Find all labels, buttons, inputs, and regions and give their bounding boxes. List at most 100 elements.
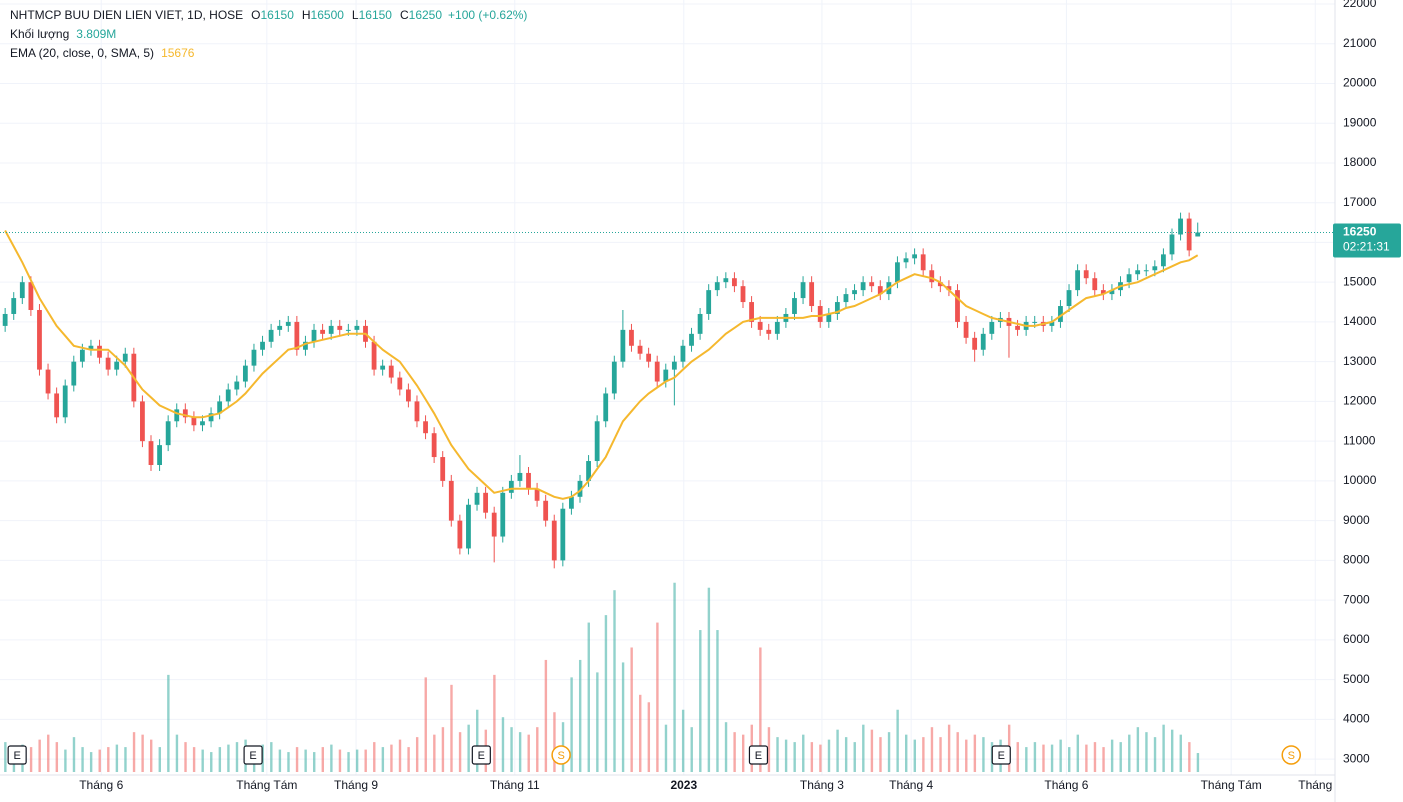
candle-body [834, 302, 840, 314]
candle-body [457, 520, 463, 549]
candle-body [165, 421, 171, 446]
volume-bar [150, 739, 153, 772]
candle-body [534, 488, 540, 501]
candle-body [577, 480, 583, 497]
candle-body [963, 321, 969, 338]
ema-line [4, 230, 1199, 500]
volume-bar [501, 717, 505, 772]
candle-body [268, 329, 274, 342]
candle-body [569, 496, 574, 509]
candle-body [1143, 270, 1149, 272]
volume-bar [192, 747, 196, 772]
volume-bar [784, 739, 788, 772]
axes: 3000 4000 5000 6000 7000 8000 9000 10000 11000 12… [79, 0, 1401, 792]
volume-bar [458, 732, 462, 772]
volume-bar [407, 747, 410, 772]
volume-bar [304, 749, 307, 772]
candle-body [45, 369, 51, 394]
candle-body [466, 504, 471, 549]
volume-bar [1145, 732, 1148, 772]
candle-body [1066, 290, 1072, 307]
candle-body [895, 262, 900, 283]
candle-body [869, 282, 875, 287]
volume-bar [879, 737, 882, 772]
candle-body [140, 401, 145, 442]
y-tick-label: 15000 [1343, 274, 1377, 288]
y-tick-label: 17000 [1343, 195, 1377, 209]
volume-bar [38, 739, 41, 772]
candle-body [732, 278, 737, 287]
candle-body [217, 401, 223, 414]
volume-bar [896, 709, 899, 772]
volume-bar [1085, 744, 1088, 772]
candle-body [1100, 290, 1106, 295]
volume-bar [338, 749, 342, 772]
candle-body [817, 306, 823, 322]
volume-bar [827, 739, 831, 772]
candle-body [242, 365, 248, 382]
volume-bar [639, 694, 642, 772]
volume-bar [527, 734, 530, 772]
x-tick-label: Tháng Tám [236, 778, 297, 792]
x-tick-label: Tháng 3 [800, 778, 844, 792]
volume-bar [699, 630, 702, 772]
volume-bar [1076, 734, 1080, 772]
candle-body [843, 294, 849, 303]
y-tick-label: 7000 [1343, 592, 1370, 606]
ema-legend: EMA (20, close, 0, SMA, 5) 15676 [10, 46, 195, 60]
candle-body [1135, 270, 1141, 275]
candle-body [1083, 270, 1089, 279]
countdown-label: 02:21:31 [1343, 240, 1390, 254]
volume-bar [793, 742, 796, 772]
volume-bar [570, 677, 573, 772]
volume-bar [844, 737, 848, 772]
x-tick-label: Tháng 6 [79, 778, 123, 792]
volume-bar [1016, 742, 1019, 772]
volume-bar [261, 744, 264, 772]
candle-body [860, 282, 866, 291]
field-value: 16500 [311, 8, 345, 22]
volume-bar [1059, 739, 1062, 772]
candle-body [37, 310, 42, 370]
volume-bar [604, 615, 608, 772]
candle-body [294, 321, 300, 350]
candle-body [517, 472, 523, 481]
y-tick-label: 19000 [1343, 115, 1377, 129]
volume-bar [656, 622, 659, 772]
volume-bar [905, 734, 908, 772]
candle-body [1032, 321, 1038, 323]
last-price-label: 16250 [1343, 225, 1377, 239]
volume-bar [802, 734, 805, 772]
candle-body [371, 341, 377, 370]
volume-bar [55, 742, 59, 772]
candle-body [491, 512, 497, 537]
candle-body [320, 329, 325, 334]
field-label: C [400, 8, 409, 22]
volume-bar [1188, 742, 1191, 772]
candle-body [397, 377, 403, 390]
volume-bar [235, 742, 239, 772]
event-marker [7, 745, 27, 765]
volume-bar [673, 582, 676, 772]
y-tick-label: 11000 [1343, 433, 1376, 447]
candle-body [474, 492, 480, 505]
volume-bar [89, 752, 93, 772]
field-label: O [251, 8, 260, 22]
candle-body [551, 520, 557, 561]
volume-bar [364, 749, 367, 772]
volume-bar [767, 727, 771, 772]
y-tick-label: 6000 [1343, 632, 1370, 646]
volume-bar [1042, 744, 1045, 772]
candle-body [586, 461, 591, 481]
candle-body [980, 333, 986, 350]
volume-bar [450, 684, 453, 772]
candle-body [594, 421, 600, 462]
y-tick-label: 9000 [1343, 513, 1370, 527]
candle-body [1015, 325, 1020, 330]
volume-bar [175, 734, 179, 772]
candle-body [946, 286, 952, 291]
candle-body [448, 480, 454, 521]
x-tick-label: 2023 [670, 778, 697, 792]
volume-bar [493, 674, 496, 772]
